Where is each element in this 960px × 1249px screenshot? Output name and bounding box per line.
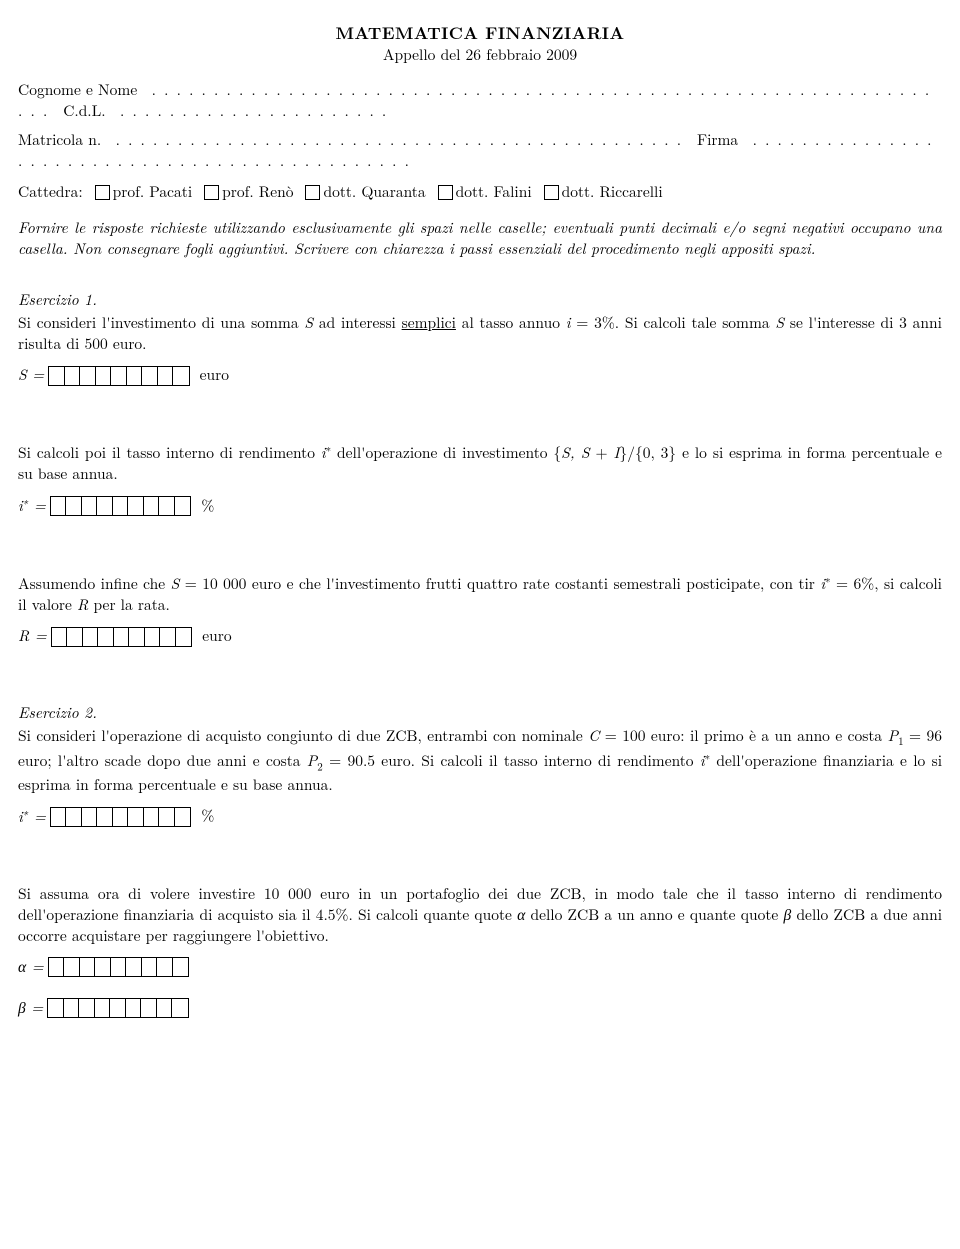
var-S: S xyxy=(775,312,784,333)
answer-boxes[interactable] xyxy=(51,627,193,647)
text: per la rata. xyxy=(88,594,169,615)
answer-boxes[interactable] xyxy=(50,807,192,827)
prof-label: dott. Quaranta xyxy=(323,182,425,203)
label-cdl: C.d.L. xyxy=(63,100,105,121)
text: Si calcoli poi il tasso interno di rendi… xyxy=(18,442,321,463)
var-S: S xyxy=(304,312,313,333)
label-firma: Firma xyxy=(697,129,738,150)
answer-boxes[interactable] xyxy=(50,496,192,516)
ex2-p2: Si assuma ora di volere investire 10 000… xyxy=(18,884,942,947)
text: Si consideri l'investimento di una somma xyxy=(18,312,304,333)
text: dell'operazione di investimento { xyxy=(331,442,561,463)
var-R: R xyxy=(77,594,88,615)
ex1-p1: Si consideri l'investimento di una somma… xyxy=(18,313,942,355)
prof-label: prof. Renò xyxy=(222,182,293,203)
exam-page: MATEMATICA FINANZIARIA Appello del 26 fe… xyxy=(0,0,960,1249)
answer-label: β = xyxy=(18,998,43,1019)
answer-boxes[interactable] xyxy=(48,366,190,386)
var-S: S, S xyxy=(561,442,589,463)
prof-option-1: prof. Renò xyxy=(204,182,293,203)
unit: % xyxy=(201,806,214,827)
instructions: Fornire le risposte richieste utilizzand… xyxy=(18,218,942,260)
ex2-title: Esercizio 2. xyxy=(18,703,942,724)
subtitle: Appello del 26 febbraio 2009 xyxy=(18,45,942,66)
checkbox-icon[interactable] xyxy=(544,185,559,200)
ex2-answer-alpha: α = xyxy=(18,957,942,978)
text: = 90.5 euro. Si calcoli il tasso interno… xyxy=(323,750,700,771)
prof-label: dott. Falini xyxy=(456,182,532,203)
prof-option-0: prof. Pacati xyxy=(95,182,193,203)
text: = 3%. Si calcoli tale somma xyxy=(571,312,776,333)
text: ad interessi xyxy=(313,312,402,333)
var-C: C xyxy=(588,725,599,746)
prof-option-3: dott. Falini xyxy=(438,182,532,203)
label-cognome: Cognome e Nome xyxy=(18,79,137,100)
answer-label: i∗ = xyxy=(18,495,46,517)
ex1-answer-istar: i∗ = % xyxy=(18,495,942,517)
checkbox-icon[interactable] xyxy=(95,185,110,200)
var-P2: P xyxy=(307,750,318,771)
title-block: MATEMATICA FINANZIARIA Appello del 26 fe… xyxy=(18,22,942,66)
row-cattedra: Cattedra: prof. Pacati prof. Renò dott. … xyxy=(18,182,942,203)
ex1-answer-R: R = euro xyxy=(18,626,942,647)
ex1-title: Esercizio 1. xyxy=(18,290,942,311)
var-S: S xyxy=(171,573,180,594)
unit: % xyxy=(201,496,214,517)
ex2-answer-beta: β = xyxy=(18,998,942,1019)
ex2-p1: Si consideri l'operazione di acquisto co… xyxy=(18,726,942,796)
label-cattedra: Cattedra: xyxy=(18,182,83,203)
underline-semplici: semplici xyxy=(402,312,456,333)
checkbox-icon[interactable] xyxy=(438,185,453,200)
text: dello ZCB a un anno e quante quote xyxy=(525,904,783,925)
unit: euro xyxy=(200,365,229,386)
row-matricola: Matricola n. . . . . . . . . . . . . . .… xyxy=(18,130,942,172)
prof-option-4: dott. Riccarelli xyxy=(544,182,663,203)
text: Si consideri l'operazione di acquisto co… xyxy=(18,725,588,746)
prof-label: prof. Pacati xyxy=(113,182,193,203)
ex2-answer-istar: i∗ = % xyxy=(18,806,942,828)
ex1-answer-S: S = euro xyxy=(18,365,942,386)
dots-cdl[interactable]: . . . . . . . . . . . . . . . . . . . . … xyxy=(111,100,388,121)
row-cognome: Cognome e Nome . . . . . . . . . . . . .… xyxy=(18,80,942,122)
answer-label: α = xyxy=(18,957,44,978)
text: al tasso annuo xyxy=(456,312,566,333)
var-P1: P xyxy=(888,725,899,746)
answer-label: R = xyxy=(18,626,47,647)
checkbox-icon[interactable] xyxy=(204,185,219,200)
checkbox-icon[interactable] xyxy=(305,185,320,200)
ex1-p3: Assumendo infine che S = 10 000 euro e c… xyxy=(18,573,942,616)
dots-matricola[interactable]: . . . . . . . . . . . . . . . . . . . . … xyxy=(106,129,691,150)
text: = 100 euro: il primo è a un anno e costa xyxy=(599,725,887,746)
prof-option-2: dott. Quaranta xyxy=(305,182,425,203)
prof-label: dott. Riccarelli xyxy=(562,182,663,203)
text: Assumendo infine che xyxy=(18,573,171,594)
label-matricola: Matricola n. xyxy=(18,129,101,150)
unit: euro xyxy=(202,626,231,647)
answer-boxes[interactable] xyxy=(47,998,189,1018)
main-title: MATEMATICA FINANZIARIA xyxy=(18,22,942,45)
ex1-p2: Si calcoli poi il tasso interno di rendi… xyxy=(18,442,942,485)
answer-boxes[interactable] xyxy=(48,957,190,977)
answer-label: i∗ = xyxy=(18,806,46,828)
text: = 10 000 euro e che l'investimento frutt… xyxy=(179,573,820,594)
answer-label: S = xyxy=(18,365,44,386)
